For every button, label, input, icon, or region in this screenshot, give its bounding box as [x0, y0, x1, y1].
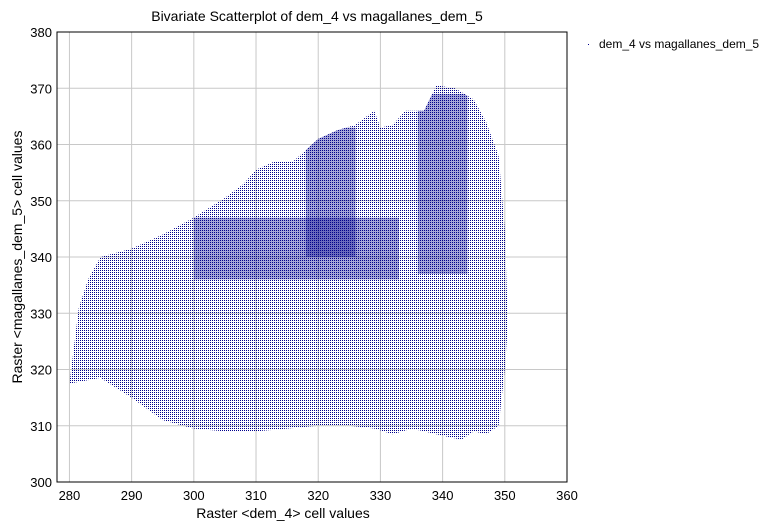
y-tick-label: 310 — [30, 419, 52, 434]
legend-label: dem_4 vs magallanes_dem_5 — [599, 37, 759, 51]
y-tick-label: 320 — [30, 363, 52, 378]
x-axis-label: Raster <dem_4> cell values — [196, 505, 370, 521]
scatter-dense-region — [417, 93, 468, 274]
y-tick-label: 370 — [30, 81, 52, 96]
y-tick-label: 360 — [30, 138, 52, 153]
chart-title: Bivariate Scatterplot of dem_4 vs magall… — [151, 8, 483, 24]
y-tick-label: 330 — [30, 306, 52, 321]
y-tick-label: 380 — [30, 25, 52, 40]
x-tick-label: 320 — [307, 488, 329, 503]
x-tick-label: 300 — [183, 488, 205, 503]
y-tick-label: 340 — [30, 250, 52, 265]
y-axis-label: Raster <magallanes_dem_5> cell values — [9, 131, 25, 384]
x-tick-label: 340 — [432, 488, 454, 503]
scatter-points — [69, 85, 508, 440]
x-tick-label: 290 — [121, 488, 143, 503]
legend: dem_4 vs magallanes_dem_5 — [588, 37, 759, 51]
y-tick-label: 300 — [30, 475, 52, 490]
legend-marker — [588, 44, 589, 45]
scatter-dense-region — [193, 217, 400, 280]
plot-area-frame — [56, 31, 568, 483]
x-tick-label: 310 — [245, 488, 267, 503]
y-tick-label: 350 — [30, 194, 52, 209]
tick-labels: 280 290 300 310 320 330 340 350 360 300 310 320 330 3… — [30, 25, 578, 503]
x-tick-label: 350 — [494, 488, 516, 503]
x-tick-label: 360 — [556, 488, 578, 503]
scatter-dense-region — [305, 127, 356, 257]
x-tick-label: 280 — [59, 488, 81, 503]
x-tick-label: 330 — [370, 488, 392, 503]
